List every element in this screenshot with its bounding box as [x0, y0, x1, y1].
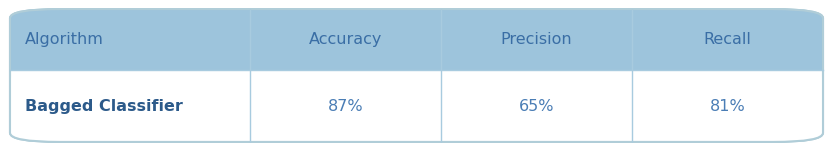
- Text: Bagged Classifier: Bagged Classifier: [25, 99, 182, 114]
- Text: Accuracy: Accuracy: [309, 32, 382, 47]
- Text: 81%: 81%: [710, 99, 746, 114]
- FancyBboxPatch shape: [10, 9, 823, 70]
- FancyBboxPatch shape: [10, 9, 823, 142]
- Polygon shape: [10, 63, 823, 70]
- Text: Precision: Precision: [501, 32, 572, 47]
- Text: Recall: Recall: [704, 32, 751, 47]
- Text: 65%: 65%: [519, 99, 554, 114]
- Text: Algorithm: Algorithm: [25, 32, 103, 47]
- FancyBboxPatch shape: [10, 70, 823, 142]
- Polygon shape: [10, 59, 823, 70]
- Text: 87%: 87%: [327, 99, 363, 114]
- Polygon shape: [10, 59, 823, 70]
